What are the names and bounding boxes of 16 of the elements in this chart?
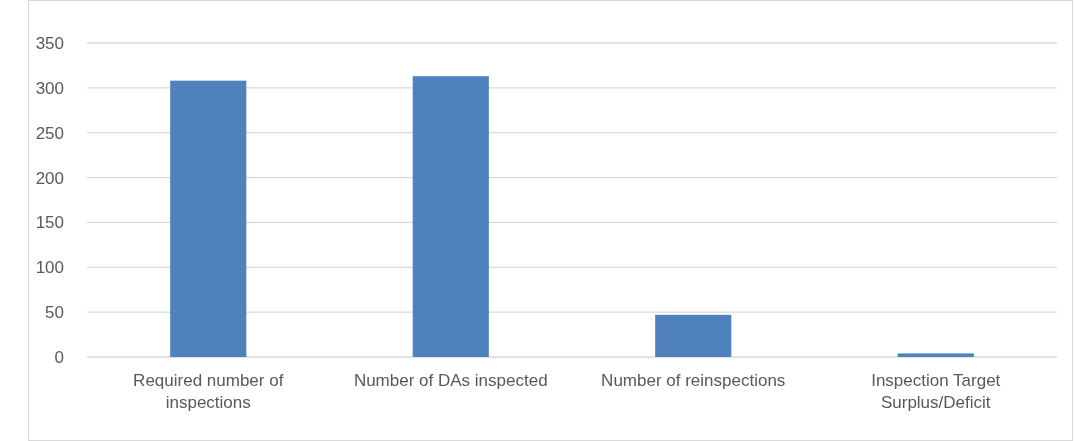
y-tick-label: 50 (45, 303, 64, 323)
bar (655, 314, 732, 357)
bar (412, 76, 489, 357)
bar (897, 353, 974, 357)
y-tick-label: 150 (35, 213, 64, 233)
y-tick-label: 100 (35, 258, 64, 278)
x-tick-label: Number of reinspections (601, 371, 786, 390)
y-tick-label: 250 (35, 123, 64, 143)
y-tick-label: 0 (54, 347, 64, 367)
y-tick-label: 300 (35, 78, 64, 98)
bar (170, 80, 247, 357)
x-tick-label: Inspection Target Surplus/Deficit (871, 371, 1001, 412)
x-tick-label: Number of DAs inspected (353, 371, 548, 390)
x-tick-label: Required number of inspections (133, 371, 284, 412)
y-tick-label: 350 (35, 33, 64, 53)
y-tick-label: 200 (35, 168, 64, 188)
